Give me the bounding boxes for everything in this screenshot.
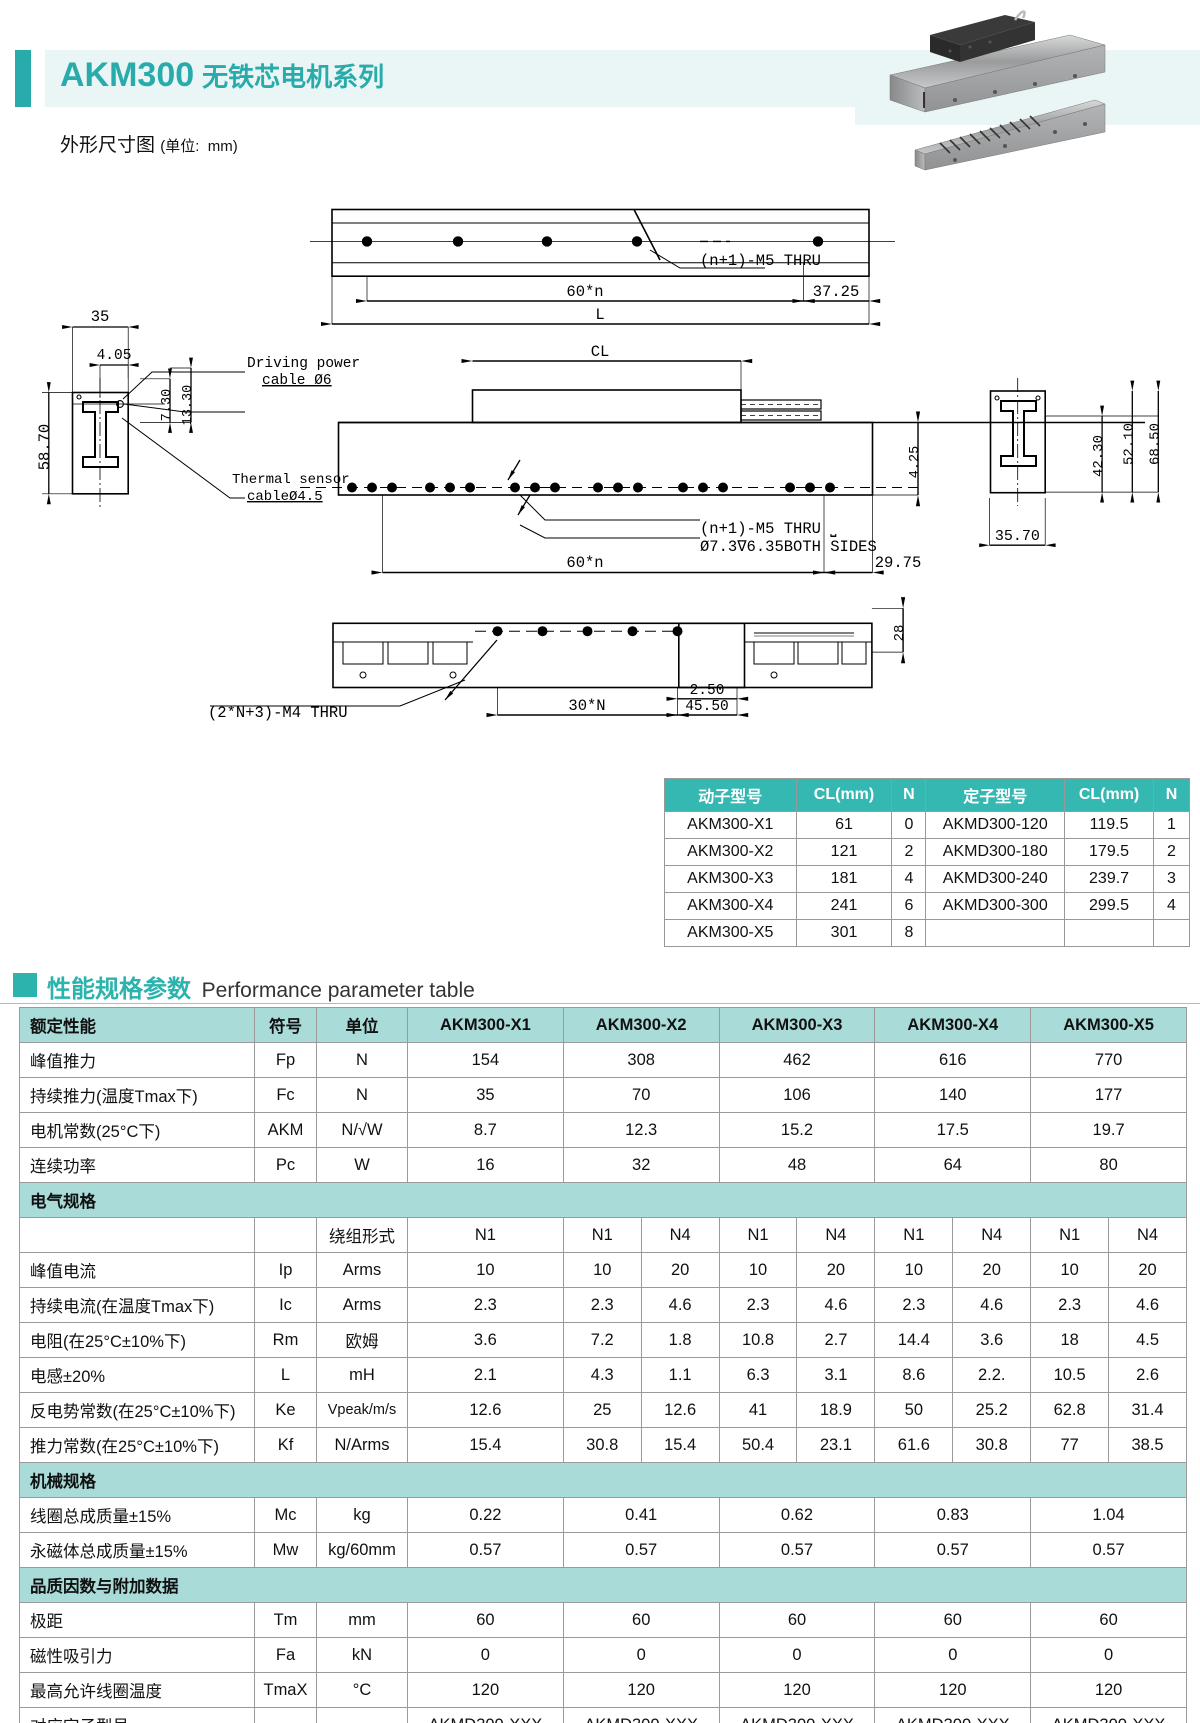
svg-text:68.50: 68.50	[1147, 423, 1163, 465]
svg-text:4.25: 4.25	[908, 446, 923, 478]
svg-text:30*N: 30*N	[568, 697, 605, 715]
svg-text:4.05: 4.05	[97, 348, 132, 364]
svg-text:Driving power: Driving power	[247, 356, 360, 372]
svg-text:CL: CL	[591, 343, 610, 361]
svg-text:60*n: 60*n	[566, 554, 603, 572]
svg-text:29.75: 29.75	[875, 554, 922, 572]
svg-text:Ø7.3∇6.35BOTH SIDES: Ø7.3∇6.35BOTH SIDES	[700, 538, 877, 556]
svg-text:cable Ø6: cable Ø6	[262, 373, 332, 389]
svg-text:52.10: 52.10	[1121, 423, 1137, 465]
svg-text:60*n: 60*n	[566, 283, 603, 301]
svg-text:37.25: 37.25	[813, 283, 860, 301]
svg-text:42.30: 42.30	[1091, 435, 1107, 477]
svg-text:(n+1)-M5 THRU ⎵: (n+1)-M5 THRU ⎵	[700, 520, 837, 538]
svg-text:Thermal sensor: Thermal sensor	[232, 472, 350, 488]
svg-text:(2*N+3)-M4 THRU: (2*N+3)-M4 THRU	[208, 704, 348, 722]
svg-text:L: L	[595, 306, 604, 324]
svg-text:13.30: 13.30	[181, 385, 196, 426]
svg-text:45.50: 45.50	[685, 699, 729, 715]
svg-text:35.70: 35.70	[995, 528, 1040, 545]
svg-text:35: 35	[91, 308, 110, 326]
svg-text:2.50: 2.50	[690, 683, 725, 699]
svg-text:7.30: 7.30	[160, 389, 175, 421]
svg-text:58.70: 58.70	[36, 424, 54, 471]
svg-text:28: 28	[892, 625, 908, 642]
svg-text:(n+1)-M5 THRU: (n+1)-M5 THRU	[700, 252, 821, 270]
svg-text:cableØ4.5: cableØ4.5	[247, 489, 323, 505]
